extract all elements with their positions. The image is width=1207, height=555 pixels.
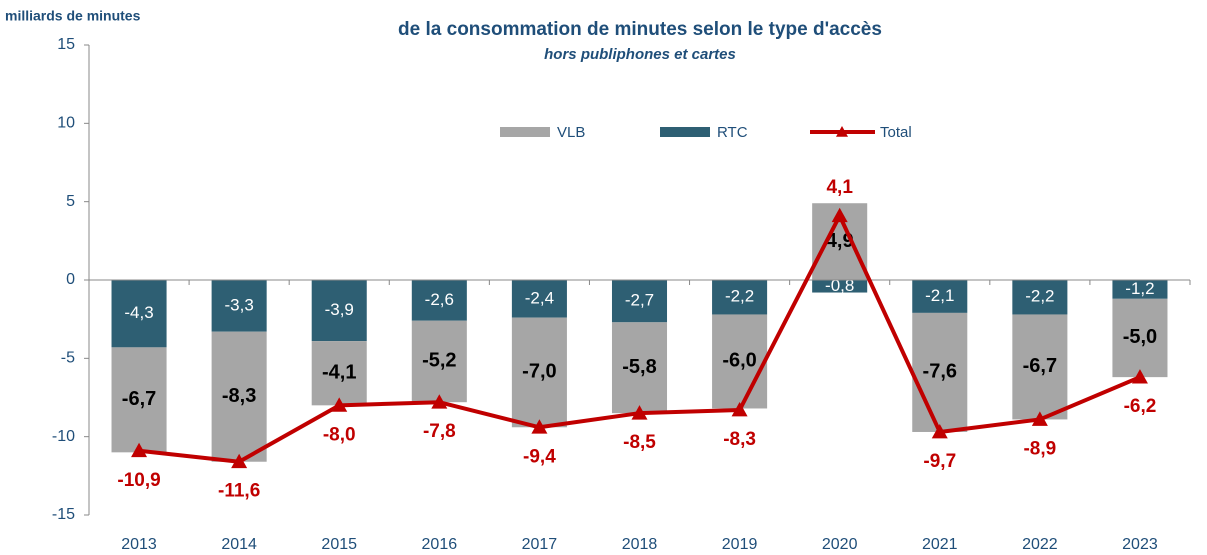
- data-label: -6,7: [122, 388, 156, 410]
- bar-rtc: [912, 280, 968, 313]
- x-tick-label: 2016: [422, 536, 458, 553]
- data-label: 4,1: [826, 177, 853, 198]
- data-label: -7,0: [522, 361, 556, 383]
- data-label: -8,5: [623, 432, 656, 453]
- data-label: -6,0: [722, 350, 756, 372]
- data-label: -11,6: [218, 481, 260, 502]
- x-tick-label: 2017: [522, 536, 558, 553]
- bar-vlb: [1012, 314, 1068, 420]
- bar-rtc: [611, 280, 668, 323]
- legend-label: RTC: [717, 124, 748, 141]
- legend-swatch: [500, 127, 550, 137]
- legend-swatch: [836, 126, 848, 137]
- data-label: -2,6: [425, 290, 454, 309]
- y-tick-label: -15: [52, 506, 75, 523]
- y-axis-label: milliards de minutes: [5, 8, 141, 24]
- data-label: -8,3: [222, 385, 256, 407]
- x-tick-label: 2014: [221, 536, 257, 553]
- total-marker: [831, 207, 848, 223]
- bar-vlb: [611, 322, 668, 414]
- bar-vlb: [1112, 298, 1168, 378]
- bar-rtc: [311, 280, 367, 342]
- data-label: -9,4: [523, 446, 556, 467]
- data-label: -4,1: [322, 361, 356, 383]
- total-marker: [131, 442, 148, 458]
- data-label: -0,8: [825, 276, 854, 295]
- x-tick-label: 2021: [922, 536, 958, 553]
- y-tick-label: 15: [57, 36, 75, 53]
- data-label: -2,4: [525, 288, 554, 307]
- x-tick-label: 2015: [321, 536, 357, 553]
- total-marker: [631, 405, 648, 420]
- legend-label: Total: [880, 124, 912, 141]
- y-tick-label: -10: [52, 428, 75, 445]
- total-marker: [1131, 369, 1148, 384]
- bar-rtc: [1012, 280, 1068, 315]
- data-label: -5,2: [422, 350, 456, 372]
- total-marker: [1031, 411, 1048, 426]
- total-marker: [531, 419, 548, 434]
- bar-rtc: [511, 280, 567, 318]
- data-label: -4,3: [124, 303, 153, 322]
- total-marker: [431, 394, 448, 409]
- total-marker: [731, 402, 748, 417]
- bar-vlb: [111, 347, 167, 453]
- data-label: -5,0: [1123, 326, 1157, 348]
- chart-title: de la consommation de minutes selon le t…: [398, 19, 882, 40]
- data-label: -7,6: [923, 361, 957, 383]
- y-tick-label: 10: [57, 115, 75, 132]
- data-label: -9,7: [923, 451, 956, 472]
- x-tick-label: 2022: [1022, 536, 1058, 553]
- bar-rtc: [1112, 280, 1168, 299]
- x-tick-label: 2019: [722, 536, 758, 553]
- total-marker: [231, 453, 248, 469]
- data-label: -1,2: [1125, 279, 1154, 298]
- data-label: -8,9: [1023, 438, 1056, 459]
- bar-vlb: [511, 317, 567, 428]
- data-label: -2,7: [625, 291, 654, 310]
- bar-vlb: [411, 320, 467, 403]
- x-tick-label: 2020: [822, 536, 858, 553]
- data-label: -3,3: [224, 295, 253, 314]
- data-label: -8,3: [723, 429, 756, 450]
- data-label: -6,2: [1124, 396, 1157, 417]
- y-tick-label: 5: [66, 193, 75, 210]
- legend-label: VLB: [557, 124, 585, 141]
- data-label: -6,7: [1023, 355, 1057, 377]
- x-tick-label: 2013: [121, 536, 157, 553]
- bar-vlb: [912, 312, 968, 432]
- data-label: -8,0: [323, 424, 356, 445]
- bar-rtc: [812, 280, 868, 293]
- total-marker: [931, 423, 948, 439]
- data-label: -5,8: [622, 356, 656, 378]
- bar-rtc: [411, 280, 467, 321]
- bar-rtc: [111, 280, 167, 348]
- y-tick-label: 0: [66, 271, 75, 288]
- data-label: -7,8: [423, 421, 456, 442]
- y-tick-label: -5: [61, 350, 75, 367]
- data-label: -10,9: [117, 470, 160, 491]
- data-label: -2,2: [1025, 287, 1054, 306]
- bar-vlb: [712, 314, 768, 409]
- chart-subtitle: hors publiphones et cartes: [544, 46, 736, 63]
- data-label: -3,9: [325, 300, 354, 319]
- x-tick-label: 2023: [1122, 536, 1158, 553]
- bar-vlb: [211, 331, 267, 462]
- bar-vlb: [311, 341, 367, 406]
- total-marker: [331, 397, 348, 412]
- legend-swatch: [660, 127, 710, 137]
- data-label: -2,2: [725, 287, 754, 306]
- data-label: -2,1: [925, 286, 954, 305]
- x-tick-label: 2018: [622, 536, 658, 553]
- bar-rtc: [712, 280, 768, 315]
- bar-rtc: [211, 280, 267, 332]
